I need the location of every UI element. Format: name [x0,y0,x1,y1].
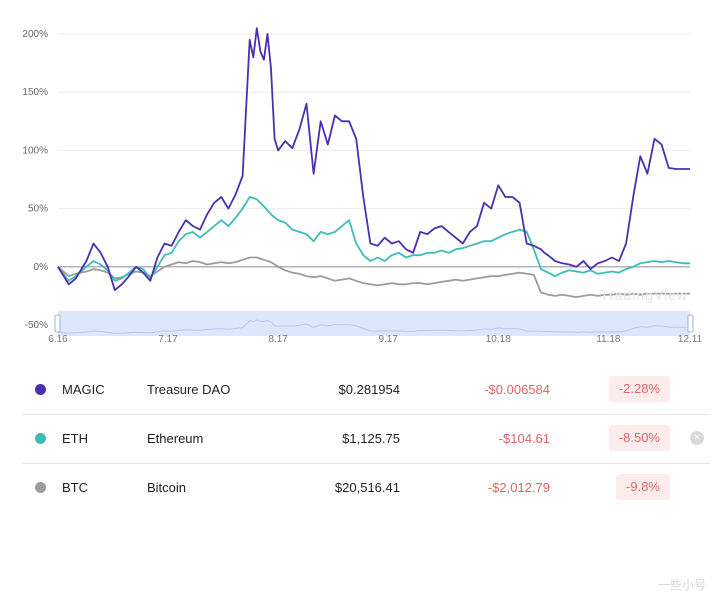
y-tick-label: 150% [22,87,48,98]
y-tick-label: 200% [22,29,48,40]
chart-svg: 200% 150% 100% 50% 0% -50% 6.16 7.17 8.17 9.17 10… [22,27,703,345]
asset-symbol: ETH [62,431,88,446]
y-tick-label: 100% [22,145,48,156]
x-tick-label: 7.17 [158,334,178,345]
y-tick-label: 50% [28,204,48,215]
series-line-magic[interactable] [57,27,690,292]
y-tick-label: -50% [25,320,48,331]
series-color-dot [35,482,46,493]
asset-name: Treasure DAO [147,382,231,397]
asset-change: -$2,012.79 [487,480,550,495]
y-tick-label: 0% [34,262,49,273]
asset-row-magic[interactable]: MAGIC Treasure DAO $0.281954 -$0.006584 … [22,366,710,415]
x-tick-label: 12.11 [678,334,703,345]
asset-price: $1,125.75 [342,431,400,446]
asset-row-btc[interactable]: BTC Bitcoin $20,516.41 -$2,012.79 -9.8% … [22,464,710,592]
asset-symbol: MAGIC [62,382,105,397]
series-color-dot [35,433,46,444]
asset-table: MAGIC Treasure DAO $0.281954 -$0.006584 … [22,366,710,592]
overlay-watermark: 一些小号 [657,578,706,592]
asset-price: $0.281954 [338,382,400,397]
series-line-eth[interactable] [57,196,690,282]
asset-change: -$0.006584 [484,382,550,397]
price-chart[interactable]: 200% 150% 100% 50% 0% -50% 6.16 7.17 8.17 9.17 10… [0,0,718,350]
asset-row-eth[interactable]: ETH Ethereum $1,125.75 -$104.61 -8.50% × [22,415,710,464]
x-tick-label: 11.18 [596,334,621,345]
x-tick-label: 6.16 [48,334,68,345]
asset-name: Bitcoin [147,480,187,495]
navigator-right-handle[interactable] [687,314,694,333]
asset-change-pct-badge: -9.8% [616,474,670,500]
asset-symbol: BTC [62,480,88,495]
asset-price: $20,516.41 [334,480,400,495]
asset-change-pct-badge: -8.50% [608,425,670,451]
chart-watermark: TradingView [600,287,688,303]
x-tick-label: 9.17 [378,334,398,345]
navigator-left-handle[interactable] [54,314,61,333]
asset-change: -$104.61 [498,431,550,446]
navigator-series-line [57,319,690,334]
asset-change-pct-badge: -2.28% [608,376,670,402]
series-line-btc[interactable] [57,256,690,299]
range-navigator[interactable] [54,311,694,336]
asset-name: Ethereum [147,431,204,446]
remove-asset-icon[interactable]: × [690,431,704,445]
x-tick-label: 8.17 [268,334,288,345]
series-color-dot [35,384,46,395]
x-tick-label: 10.18 [486,334,511,345]
